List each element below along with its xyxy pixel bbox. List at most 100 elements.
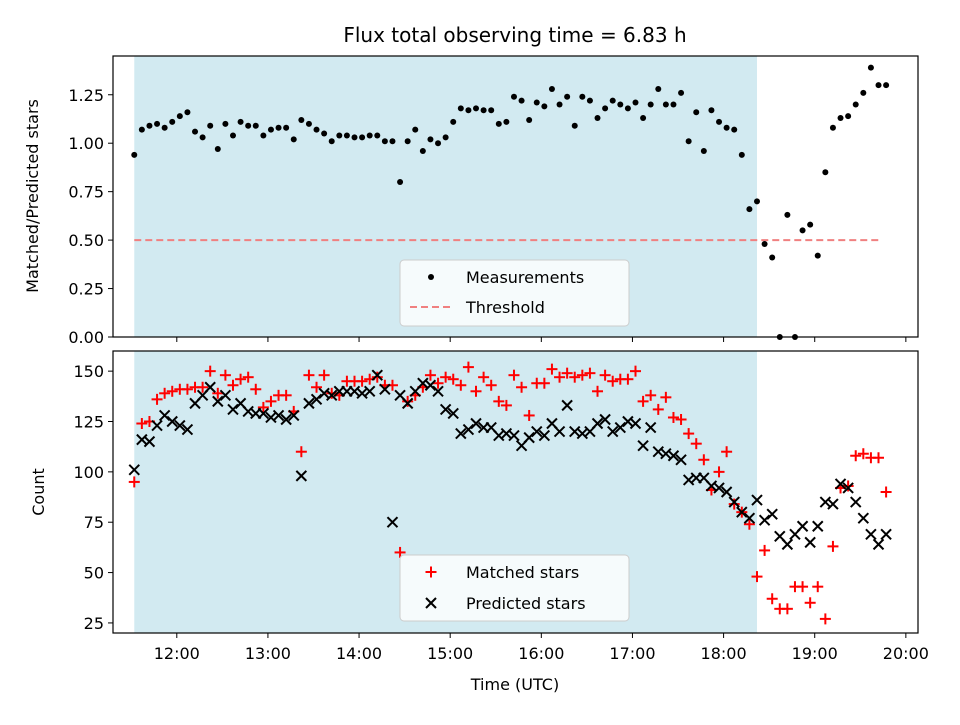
matched-star-point	[721, 446, 733, 458]
measurement-point	[716, 118, 723, 125]
matched-star-point	[227, 379, 239, 391]
predicted-star-point	[272, 409, 285, 422]
x-tick-label: 15:00	[427, 644, 473, 663]
measurement-point	[518, 97, 525, 104]
measurement-point	[237, 118, 244, 125]
measurement-point	[829, 124, 836, 131]
measurement-point	[564, 93, 571, 100]
matched-star-point	[197, 381, 209, 393]
predicted-star-point	[667, 450, 680, 462]
predicted-star-point	[758, 514, 771, 526]
measurement-point	[617, 101, 624, 108]
measurement-point	[298, 116, 305, 123]
measurement-point	[609, 97, 616, 104]
measurement-point	[526, 116, 533, 123]
measurement-point	[161, 124, 168, 131]
predicted-star-point	[865, 528, 877, 541]
predicted-star-point	[531, 425, 543, 438]
predicted-star-point	[553, 425, 566, 438]
measurement-point	[260, 132, 267, 139]
matched-star-point	[698, 454, 710, 466]
matched-star-point	[516, 381, 528, 393]
predicted-star-point	[462, 423, 475, 436]
matched-star-point	[804, 597, 816, 609]
matched-stars-legend-marker	[425, 566, 437, 578]
predicted-star-point	[523, 431, 535, 444]
measurement-point	[283, 124, 290, 131]
measurement-point	[138, 126, 145, 133]
matched-stars-legend-label: Matched stars	[466, 563, 579, 582]
matched-star-point	[660, 391, 672, 403]
y-axis-label-ratio: Matched/Predicted stars	[23, 99, 42, 293]
predicted-star-point	[629, 417, 642, 430]
measurement-point	[192, 128, 199, 135]
measurement-point	[799, 227, 806, 234]
measurement-point	[313, 126, 320, 133]
matched-star-point	[637, 395, 649, 407]
predicted-star-point	[326, 389, 338, 402]
predicted-star-point	[386, 516, 399, 528]
matched-star-point	[166, 385, 178, 397]
measurement-point	[154, 120, 161, 127]
matched-star-point	[667, 411, 679, 423]
matched-star-point	[842, 480, 854, 492]
chart-title: Flux total observing time = 6.83 h	[343, 23, 686, 47]
ratio-legend: Measurements Threshold	[399, 259, 630, 327]
measurement-point	[533, 99, 540, 106]
predicted-star-point	[804, 536, 816, 549]
matched-star-point	[371, 371, 383, 383]
measurement-point	[647, 101, 654, 108]
measurement-point	[480, 107, 487, 114]
matched-star-point	[455, 379, 467, 391]
matched-star-point	[561, 367, 573, 379]
predicted-star-point	[151, 419, 163, 432]
matched-star-point	[500, 399, 512, 411]
matched-star-point	[212, 387, 224, 399]
measurement-point	[510, 93, 517, 100]
y-tick-label: 75	[84, 513, 104, 532]
matched-star-point	[743, 518, 755, 530]
predicted-star-point	[447, 407, 459, 420]
measurement-point	[465, 107, 472, 114]
predicted-star-point	[432, 385, 444, 397]
count-axes-frame	[112, 350, 919, 634]
x-tick-label: 17:00	[609, 644, 655, 663]
predicted-star-point	[751, 494, 763, 506]
matched-star-point	[652, 403, 664, 415]
matched-star-point	[493, 395, 505, 407]
measurement-point	[655, 85, 662, 92]
measurement-point	[723, 124, 730, 131]
measurement-point	[442, 134, 449, 141]
measurement-point	[435, 140, 442, 147]
count-series	[128, 361, 892, 625]
measurement-point	[381, 138, 388, 145]
matched-star-point	[690, 438, 702, 450]
measurement-point	[252, 122, 259, 129]
measurement-point	[397, 178, 404, 185]
measurement-point	[852, 101, 859, 108]
predicted-star-point	[561, 399, 573, 412]
matched-star-point	[607, 375, 619, 387]
measurement-point	[685, 138, 692, 145]
y-tick-label: 1.25	[68, 86, 104, 105]
measurement-point	[731, 126, 738, 133]
predicted-star-point	[872, 538, 885, 551]
predicted-star-point	[158, 409, 171, 422]
predicted-star-point	[379, 383, 391, 395]
matched-star-point	[554, 371, 566, 383]
matched-star-point	[781, 603, 793, 615]
measurement-point	[845, 113, 852, 120]
measurement-point	[571, 122, 578, 129]
measurement-point	[374, 132, 381, 139]
predicted-star-point	[470, 417, 482, 430]
matched-star-point	[880, 486, 892, 498]
measurement-point	[427, 136, 434, 143]
measurement-point	[336, 132, 343, 139]
predicted-star-point	[288, 409, 300, 422]
measurement-point	[784, 211, 791, 218]
measurement-point	[678, 89, 685, 96]
matched-star-point	[576, 369, 588, 381]
ratio-series	[131, 64, 890, 340]
matched-star-point	[478, 371, 490, 383]
